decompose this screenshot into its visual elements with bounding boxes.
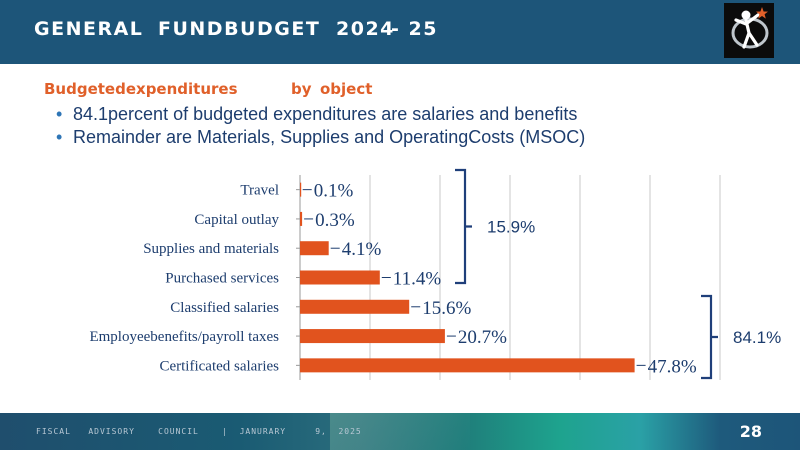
bar: [300, 358, 635, 373]
bar: [300, 182, 302, 197]
data-label: 11.4%: [393, 269, 442, 290]
bullet-item: 84.1percent of budgeted expenditures are…: [56, 103, 585, 126]
subtitle: by: [291, 80, 312, 98]
group-bracket: [701, 294, 718, 380]
category-label: Classified salaries: [170, 300, 279, 316]
footer-decoration: [330, 413, 470, 450]
footer-bar: FISCAL ADVISORY COUNCIL | JANURARY 9, 20…: [0, 413, 800, 450]
bullet-item: Remainder are Materials, Supplies and Op…: [56, 126, 585, 149]
title-part: GENERAL: [34, 18, 144, 40]
page-number: 28: [739, 422, 762, 441]
bar: [300, 329, 445, 344]
bar: [300, 211, 303, 226]
data-label: 4.1%: [342, 239, 382, 260]
bullet-list: 84.1percent of budgeted expenditures are…: [56, 103, 585, 149]
category-label: Travel: [240, 183, 279, 199]
data-label: 47.8%: [648, 356, 697, 377]
logo-icon: [724, 3, 774, 58]
category-label: Purchased services: [165, 271, 279, 287]
bar: [300, 270, 380, 285]
footer-text: FISCAL ADVISORY COUNCIL | JANURARY 9, 20…: [36, 427, 362, 436]
group-bracket: [455, 168, 472, 285]
bar: [300, 241, 329, 256]
data-label: 15.6%: [422, 298, 471, 319]
data-label: 0.1%: [314, 181, 354, 202]
group-total-label: 15.9%: [487, 218, 535, 237]
category-label: Employeebenefits/payroll taxes: [89, 329, 279, 345]
header-bar: GENERAL FUNDBUDGET 2024 - 25: [0, 0, 800, 64]
category-label: Supplies and materials: [143, 241, 279, 257]
subtitle: object: [320, 80, 373, 98]
subtitle: Budgetedexpenditures: [44, 80, 238, 98]
slide-title: GENERAL FUNDBUDGET 2024 - 25: [0, 0, 436, 64]
data-label: 0.3%: [315, 210, 355, 231]
bar: [300, 299, 410, 314]
title-part: - 25: [391, 18, 438, 40]
category-label: Certificated salaries: [159, 358, 279, 374]
data-label: 20.7%: [458, 327, 507, 348]
title-part: FUNDBUDGET: [158, 18, 321, 40]
title-part: 2024: [336, 18, 395, 40]
category-label: Capital outlay: [194, 212, 279, 228]
group-total-label: 84.1%: [733, 328, 781, 347]
